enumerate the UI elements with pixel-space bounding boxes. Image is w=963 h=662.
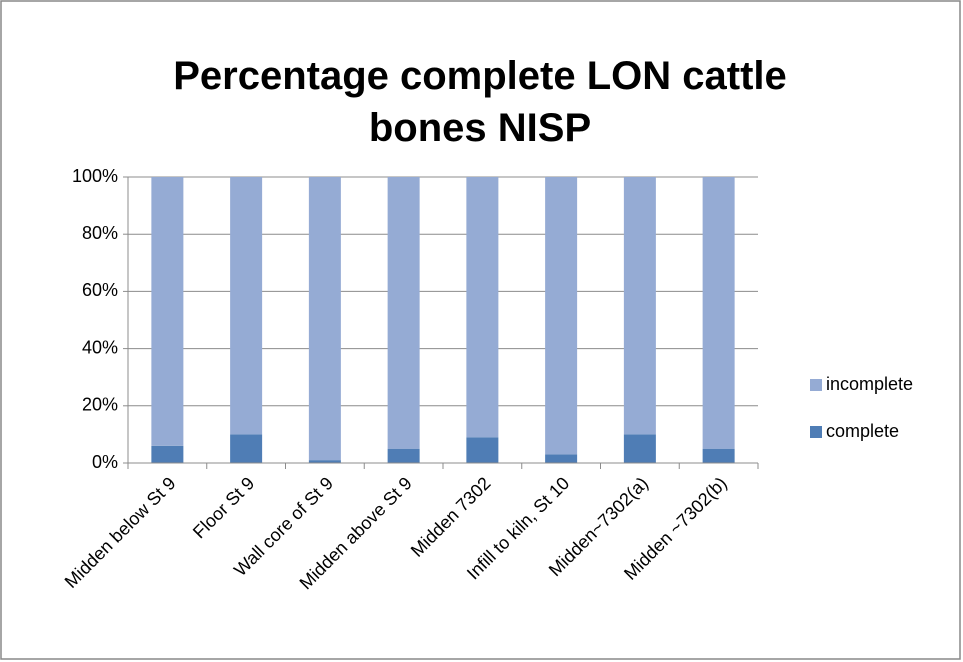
bar-segment: [230, 177, 263, 435]
bar-segment: [151, 445, 184, 463]
legend-swatch: [810, 379, 822, 391]
bar-segment: [308, 460, 341, 463]
bar-segment: [702, 177, 735, 449]
bar-segment: [545, 454, 578, 463]
y-tick-label: 40%: [82, 337, 118, 357]
bar-segment: [545, 177, 578, 455]
bar-segment: [466, 177, 499, 438]
bar-segment: [702, 448, 735, 463]
bar-segment: [308, 177, 341, 461]
legend-label: complete: [826, 421, 899, 441]
bar-segment: [623, 177, 656, 435]
y-tick-label: 80%: [82, 223, 118, 243]
bar-segment: [230, 434, 263, 463]
bar-segment: [387, 177, 420, 449]
legend-label: incomplete: [826, 374, 913, 394]
y-tick-label: 20%: [82, 395, 118, 415]
y-tick-label: 100%: [72, 166, 118, 186]
y-tick-label: 0%: [92, 452, 118, 472]
bar-segment: [151, 177, 184, 446]
legend-swatch: [810, 426, 822, 438]
bar-segment: [466, 437, 499, 463]
bar-segment: [387, 448, 420, 463]
bar-segment: [623, 434, 656, 463]
y-tick-label: 60%: [82, 280, 118, 300]
chart-title: Percentage complete LON cattle bones NISP: [173, 54, 787, 150]
